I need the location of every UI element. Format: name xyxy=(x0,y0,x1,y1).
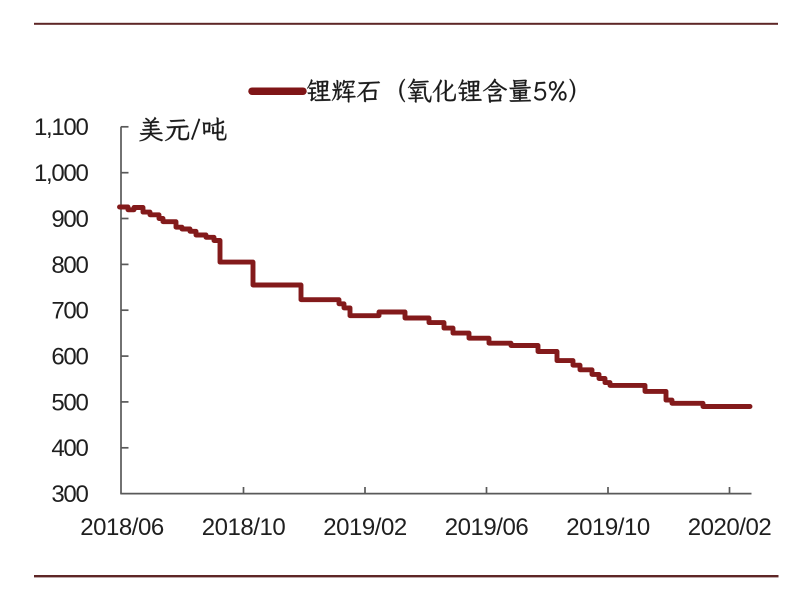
svg-text:600: 600 xyxy=(51,344,88,371)
svg-text:400: 400 xyxy=(51,435,88,462)
svg-text:1,100: 1,100 xyxy=(34,114,89,141)
svg-text:2019/10: 2019/10 xyxy=(566,514,650,541)
svg-text:700: 700 xyxy=(51,298,88,325)
svg-text:500: 500 xyxy=(51,389,88,416)
svg-text:900: 900 xyxy=(51,206,88,233)
svg-text:2020/02: 2020/02 xyxy=(688,514,772,541)
svg-text:1,000: 1,000 xyxy=(34,160,89,187)
svg-text:300: 300 xyxy=(51,481,88,508)
svg-text:2019/02: 2019/02 xyxy=(323,514,407,541)
svg-text:2018/10: 2018/10 xyxy=(202,514,286,541)
svg-text:800: 800 xyxy=(51,252,88,279)
svg-text:2018/06: 2018/06 xyxy=(80,514,164,541)
svg-text:2019/06: 2019/06 xyxy=(445,514,529,541)
